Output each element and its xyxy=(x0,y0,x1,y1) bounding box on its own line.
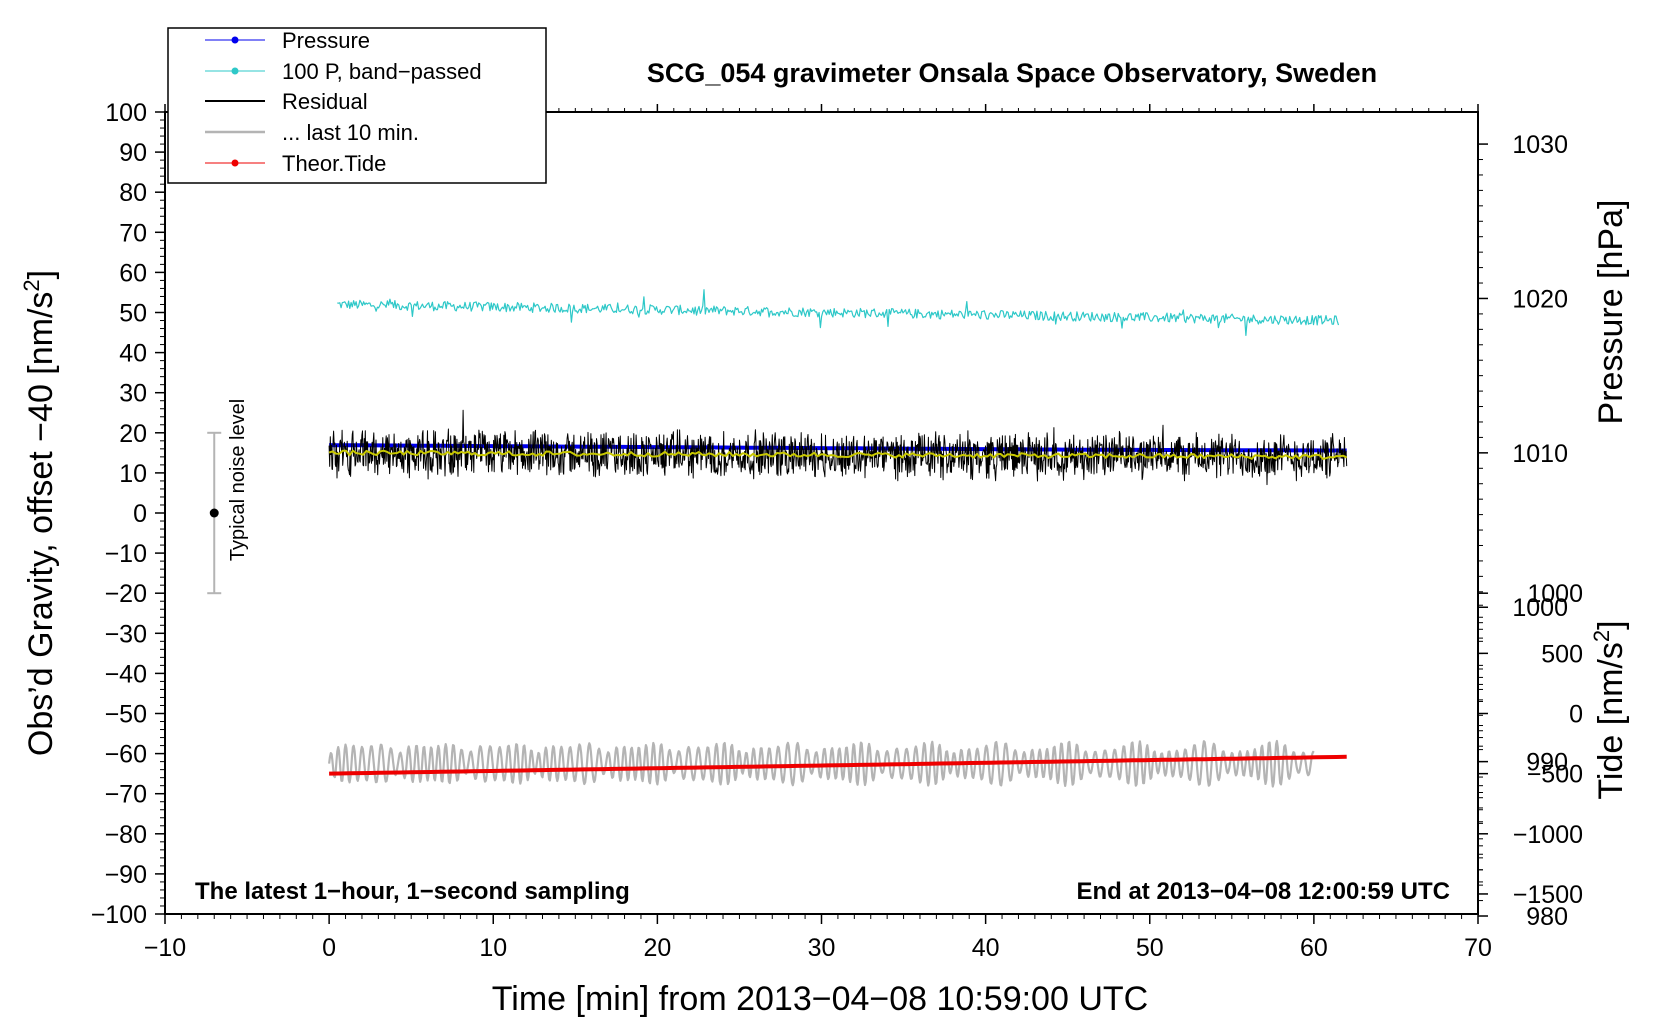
bandpassed-line xyxy=(337,289,1340,336)
y-right-pressure-title: Pressure [hPa] xyxy=(1592,200,1630,425)
series-group xyxy=(328,289,1348,788)
y-left-title-main: Obs’d Gravity, offset −40 [nm/s xyxy=(22,292,60,757)
right-axis-ticks: 1030 1020 1010 1000 990 980 1000 500 0 −500 −1000 −… xyxy=(1478,131,1583,931)
legend-label-tide: Theor.Tide xyxy=(282,151,386,176)
pressure-tick-label: 990 xyxy=(1526,749,1568,777)
legend-box xyxy=(167,27,547,184)
x-tick-label: 10 xyxy=(479,934,507,962)
noise-level-bar xyxy=(207,431,222,595)
bottom-axis-ticks: −10 0 10 20 30 40 50 60 70 xyxy=(144,914,1492,962)
x-tick-label: 0 xyxy=(322,934,336,962)
left-axis-ticks: 1009080706050403020100−10−20−30−40−50−60… xyxy=(91,99,165,929)
legend: Pressure 100 P, band−passed Residual ...… xyxy=(167,27,547,184)
y-left-tick-label: −50 xyxy=(105,701,147,729)
tide-tick-label: 1000 xyxy=(1527,580,1583,608)
y-left-axis-title: Obs’d Gravity, offset −40 [nm/s2] xyxy=(19,270,60,756)
tide-tick-label: 0 xyxy=(1569,701,1583,729)
pressure-tick-label: 980 xyxy=(1526,903,1568,931)
y-left-tick-label: −80 xyxy=(105,821,147,849)
legend-marker-pressure xyxy=(231,36,239,44)
tide-tick-label: −500 xyxy=(1527,761,1583,789)
y-left-tick-label: 50 xyxy=(119,300,147,328)
y-left-tick-label: −20 xyxy=(105,580,147,608)
y-left-tick-label: 70 xyxy=(119,219,147,247)
y-left-tick-label: 40 xyxy=(119,340,147,368)
pressure-tick-label: 1010 xyxy=(1512,440,1568,468)
x-tick-label: 70 xyxy=(1464,934,1492,962)
y-left-tick-label: −60 xyxy=(105,741,147,769)
x-axis-title: Time [min] from 2013−04−08 10:59:00 UTC xyxy=(492,980,1148,1018)
residual-smoothed-line xyxy=(328,449,1348,460)
pressure-tick-label: 1020 xyxy=(1512,285,1568,313)
y-left-tick-label: 30 xyxy=(119,380,147,408)
tide-title-end: ] xyxy=(1592,620,1630,629)
x-tick-label: 50 xyxy=(1136,934,1164,962)
pressure-tick-label: 1000 xyxy=(1512,594,1568,622)
noise-bar-center-dot xyxy=(209,508,219,518)
tide-line xyxy=(329,754,1347,776)
y-left-tick-label: −30 xyxy=(105,620,147,648)
x-tick-label: −10 xyxy=(144,934,186,962)
y-left-tick-label: 80 xyxy=(119,179,147,207)
legend-marker-tide xyxy=(231,159,239,167)
pressure-tick-label: 1030 xyxy=(1512,131,1568,159)
legend-marker-bandpassed xyxy=(231,67,239,75)
y-left-tick-label: 10 xyxy=(119,460,147,488)
y-left-tick-label: 100 xyxy=(105,99,147,127)
noise-level-label: Typical noise level xyxy=(227,399,249,561)
y-left-tick-label: −10 xyxy=(105,540,147,568)
legend-label-last10: ... last 10 min. xyxy=(282,120,419,145)
y-left-tick-label: −100 xyxy=(91,901,147,929)
x-tick-label: 60 xyxy=(1300,934,1328,962)
tide-tick-label: −1500 xyxy=(1513,881,1583,909)
y-right-tide-title: Tide [nm/s2] xyxy=(1589,620,1630,799)
y-left-tick-label: −40 xyxy=(105,660,147,688)
plot-frame xyxy=(164,111,1479,915)
tide-tick-label: 500 xyxy=(1541,640,1583,668)
legend-label-bandpassed: 100 P, band−passed xyxy=(282,59,482,84)
y-left-tick-label: 60 xyxy=(119,259,147,287)
tide-title-main: Tide [nm/s xyxy=(1592,642,1630,799)
y-left-title-sup: 2 xyxy=(19,279,44,291)
x-tick-label: 40 xyxy=(972,934,1000,962)
x-tick-label: 20 xyxy=(643,934,671,962)
y-left-tick-label: 0 xyxy=(133,500,147,528)
tide-tick-label: −1000 xyxy=(1513,821,1583,849)
y-left-tick-label: 90 xyxy=(119,139,147,167)
y-left-tick-label: 20 xyxy=(119,420,147,448)
annotation-end-time: End at 2013−04−08 12:00:59 UTC xyxy=(1076,878,1450,905)
legend-label-residual: Residual xyxy=(282,89,368,114)
legend-label-pressure: Pressure xyxy=(282,28,370,53)
annotation-sampling: The latest 1−hour, 1−second sampling xyxy=(195,878,630,905)
y-left-tick-label: −90 xyxy=(105,861,147,889)
y-left-tick-label: −70 xyxy=(105,781,147,809)
tide-title-sup: 2 xyxy=(1589,630,1614,642)
x-tick-label: 30 xyxy=(808,934,836,962)
chart-title: SCG_054 gravimeter Onsala Space Observat… xyxy=(647,58,1377,88)
y-left-title-end: ] xyxy=(22,270,60,279)
residual-line xyxy=(328,409,1348,486)
